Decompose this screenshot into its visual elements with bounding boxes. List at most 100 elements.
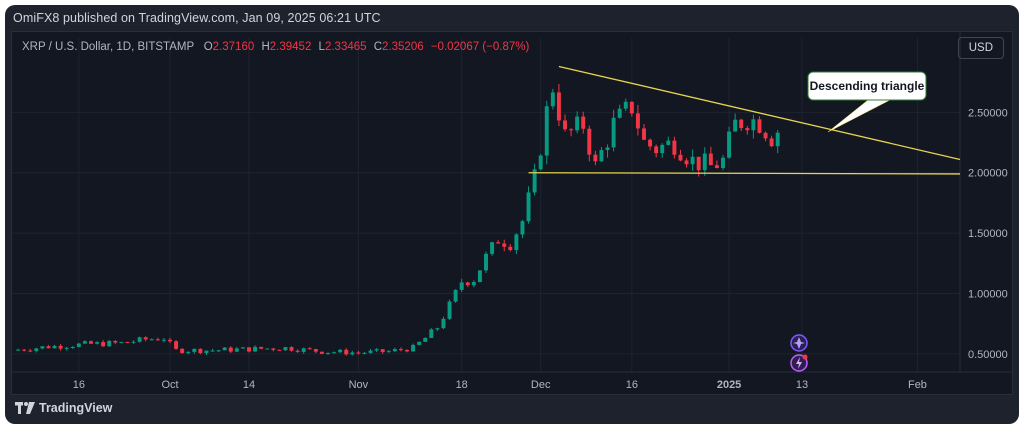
price-chart[interactable]: 2.50000 2.00000 1.50000 1.00000 0.50000 16 Oct… <box>12 32 1012 394</box>
change-value: −0.02067 (−0.87%) <box>430 41 530 53</box>
candle-body <box>593 154 598 162</box>
x-tick-label: 16 <box>626 379 638 391</box>
candle-body <box>429 329 434 338</box>
candle-body <box>538 155 543 170</box>
candle-body <box>672 140 677 155</box>
annotation-pointer <box>827 99 891 133</box>
candle-body <box>575 116 580 131</box>
candle-body <box>271 348 276 350</box>
candle-body <box>22 349 27 351</box>
candle-body <box>666 140 671 145</box>
sparkle-icon <box>793 337 805 349</box>
candle-body <box>198 348 203 354</box>
candle-body <box>283 347 288 351</box>
candle-body <box>635 113 640 129</box>
candle-body <box>307 348 312 350</box>
candle-body <box>751 119 756 131</box>
candle-body <box>581 116 586 129</box>
candle-body <box>277 349 282 351</box>
candle-body <box>186 351 191 354</box>
footer-brand: TradingView <box>15 401 112 415</box>
candle-body <box>465 282 470 286</box>
candle-body <box>228 347 233 352</box>
candle-body <box>502 243 507 247</box>
descending-resistance-line <box>558 65 961 161</box>
candle-body <box>168 339 172 342</box>
candle-body <box>82 341 87 344</box>
x-tick-label: 13 <box>796 379 808 391</box>
candle-body <box>368 350 373 353</box>
candle-body <box>696 156 701 171</box>
published-info: OmiFX8 published on TradingView.com, Jan… <box>13 11 381 25</box>
candle-body <box>332 352 337 354</box>
candle-body <box>210 350 215 352</box>
candle-body <box>374 349 379 351</box>
candle-body <box>155 339 160 341</box>
candle-body <box>642 128 646 140</box>
candle-body <box>690 156 695 165</box>
horizontal-support-line <box>528 172 961 175</box>
candle-body <box>569 129 574 131</box>
candle-body <box>605 147 610 151</box>
candle-body <box>447 301 452 319</box>
candle-body <box>520 221 525 235</box>
annotation-label: Descending triangle <box>810 79 925 93</box>
candle-body <box>52 345 57 349</box>
candle-body <box>623 101 628 109</box>
candle-body <box>289 347 294 351</box>
candle-body <box>216 350 221 352</box>
candle-body <box>745 128 750 131</box>
y-tick-label: 2.50000 <box>968 107 1008 119</box>
candle-body <box>222 347 227 351</box>
candle-body <box>714 165 719 168</box>
notification-dot-icon <box>802 354 808 360</box>
symbol-name: XRP / U.S. Dollar, 1D, BITSTAMP <box>22 41 195 53</box>
candle-body <box>101 342 106 347</box>
candle-body <box>398 349 403 351</box>
candle-body <box>204 350 209 354</box>
candle-body <box>556 92 561 121</box>
candle-body <box>550 92 555 107</box>
x-tick-label: 14 <box>243 379 255 391</box>
candle-body <box>362 352 367 354</box>
candle-body <box>58 345 63 349</box>
high-value: 2.39452 <box>269 41 312 53</box>
candle-body <box>95 342 100 344</box>
candle-body <box>660 144 665 154</box>
candle-body <box>295 350 300 352</box>
candle-body <box>34 348 39 351</box>
y-tick-label: 0.50000 <box>968 349 1008 361</box>
x-tick-label: Oct <box>161 379 178 391</box>
candle-body <box>587 128 592 155</box>
lightning-icon <box>796 357 802 369</box>
candle-body <box>113 340 118 343</box>
x-tick-label: 18 <box>456 379 468 391</box>
candle-body <box>76 343 81 347</box>
candle-body <box>727 131 732 158</box>
candle-body <box>40 346 45 349</box>
x-tick-label: Feb <box>908 379 927 391</box>
candle-body <box>89 341 93 344</box>
candle-body <box>344 349 349 355</box>
currency-button[interactable]: USD <box>957 37 1004 59</box>
candle-body <box>441 318 446 329</box>
high-label: H <box>261 41 270 53</box>
candle-body <box>648 139 653 147</box>
candle-body <box>301 348 306 352</box>
candle-body <box>137 337 142 342</box>
candle-body <box>386 351 391 353</box>
candle-body <box>313 349 318 352</box>
candle-body <box>174 341 179 349</box>
candle-body <box>678 154 683 161</box>
candle-body <box>477 270 482 283</box>
candle-body <box>64 347 69 349</box>
candle-body <box>496 242 501 244</box>
chart-area[interactable]: 2.50000 2.00000 1.50000 1.00000 0.50000 16 Oct… <box>11 31 1013 395</box>
candle-body <box>532 169 537 193</box>
candle-body <box>234 348 239 352</box>
candle-body <box>490 242 495 254</box>
x-tick-label: Nov <box>349 379 369 391</box>
open-value: 2.37160 <box>212 41 255 53</box>
candle-body <box>350 352 355 355</box>
candle-body <box>775 132 780 147</box>
